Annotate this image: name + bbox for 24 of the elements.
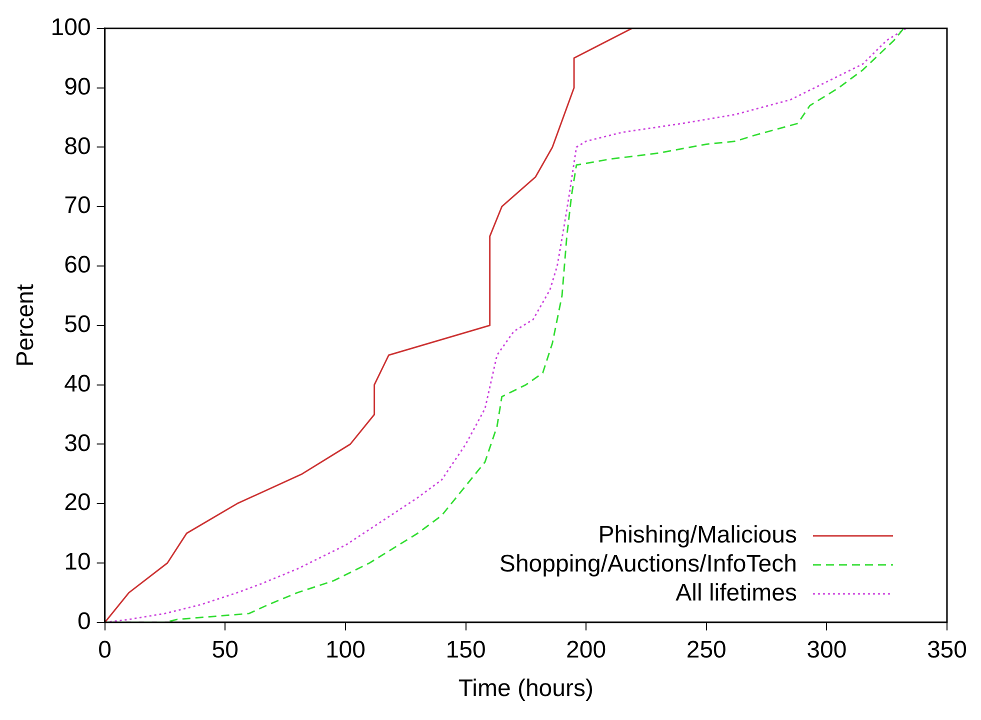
y-tick-label: 90 <box>64 73 91 100</box>
y-tick-label: 60 <box>64 252 91 279</box>
y-tick-label: 50 <box>64 311 91 338</box>
y-axis-title: Percent <box>12 284 40 367</box>
x-tick-label: 100 <box>325 636 366 664</box>
x-tick-label: 250 <box>686 636 726 664</box>
y-tick-label: 0 <box>77 608 91 636</box>
y-tick-label: 80 <box>64 132 91 160</box>
x-tick-label: 150 <box>446 636 486 664</box>
y-tick-label: 20 <box>64 489 91 516</box>
x-tick-label: 200 <box>566 636 606 664</box>
y-tick-label: 10 <box>64 548 91 576</box>
x-tick-label: 50 <box>212 636 238 664</box>
y-tick-label: 30 <box>64 430 91 457</box>
y-tick-label: 100 <box>50 14 91 42</box>
x-tick-label: 0 <box>98 636 112 664</box>
x-tick-label: 300 <box>806 636 847 664</box>
y-tick-label: 70 <box>64 192 91 220</box>
legend-label: Shopping/Auctions/InfoTech <box>499 550 797 578</box>
legend-label: Phishing/Malicious <box>598 522 797 549</box>
x-axis-title: Time (hours) <box>458 675 594 702</box>
x-tick-label: 350 <box>926 636 967 664</box>
y-tick-label: 40 <box>64 370 91 398</box>
legend-label: All lifetimes <box>676 580 797 607</box>
